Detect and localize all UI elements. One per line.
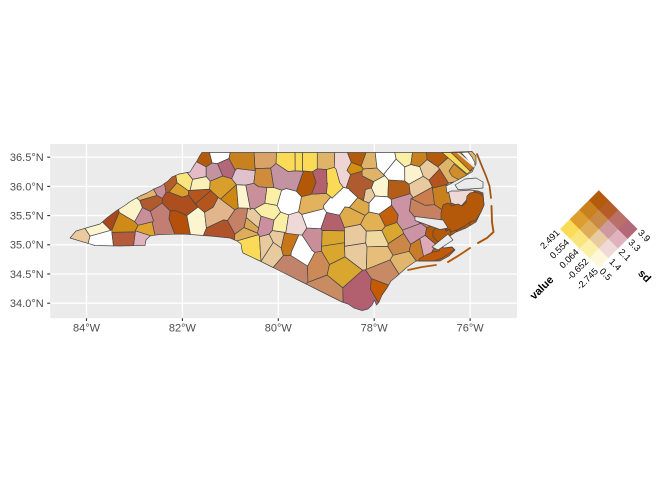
svg-text:0.5: 0.5 <box>598 266 614 282</box>
svg-text:value: value <box>528 274 556 302</box>
svg-text:82°W: 82°W <box>169 323 197 335</box>
svg-text:78°W: 78°W <box>361 323 389 335</box>
svg-text:35.5°N: 35.5°N <box>10 211 44 223</box>
svg-text:sd: sd <box>635 268 653 286</box>
svg-text:35.0°N: 35.0°N <box>10 240 44 252</box>
svg-text:84°W: 84°W <box>73 323 101 335</box>
svg-text:36.5°N: 36.5°N <box>10 152 44 164</box>
svg-text:34.5°N: 34.5°N <box>10 269 44 281</box>
svg-text:80°W: 80°W <box>265 323 293 335</box>
svg-text:36.0°N: 36.0°N <box>10 181 44 193</box>
svg-text:34.0°N: 34.0°N <box>10 298 44 310</box>
svg-text:76°W: 76°W <box>457 323 485 335</box>
